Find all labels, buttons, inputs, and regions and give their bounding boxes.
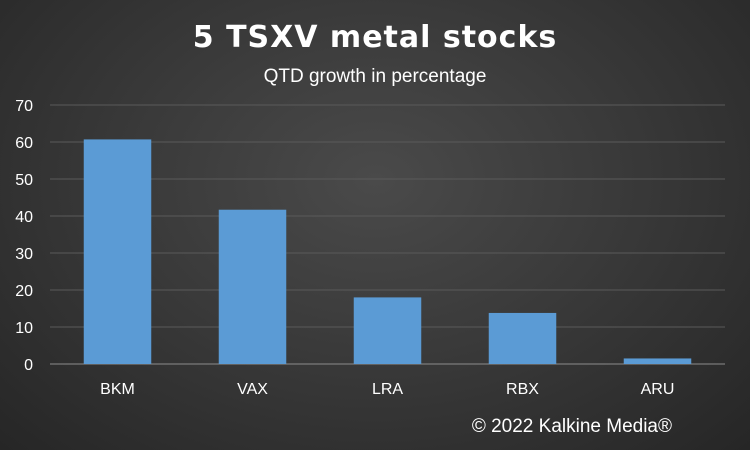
bar <box>353 297 422 364</box>
x-tick-label: VAX <box>237 381 268 398</box>
bar <box>488 312 557 364</box>
y-tick-label: 40 <box>15 209 33 226</box>
chart-subtitle: QTD growth in percentage <box>263 66 487 87</box>
y-tick-label: 70 <box>15 98 33 115</box>
y-tick-label: 60 <box>15 135 33 152</box>
y-tick-label: 50 <box>15 172 33 189</box>
bar <box>218 209 287 364</box>
chart-title: 5 TSXV metal stocks <box>192 20 558 55</box>
x-tick-label: LRA <box>372 381 403 398</box>
y-tick-label: 0 <box>24 357 33 374</box>
x-tick-label: BKM <box>100 381 135 398</box>
bar <box>623 358 692 364</box>
x-tick-label: ARU <box>641 381 675 398</box>
y-tick-label: 20 <box>15 283 33 300</box>
copyright-notice: © 2022 Kalkine Media® <box>471 416 672 437</box>
x-tick-label: RBX <box>506 381 539 398</box>
y-tick-label: 10 <box>15 320 33 337</box>
y-tick-label: 30 <box>15 246 33 263</box>
bar <box>83 139 152 364</box>
